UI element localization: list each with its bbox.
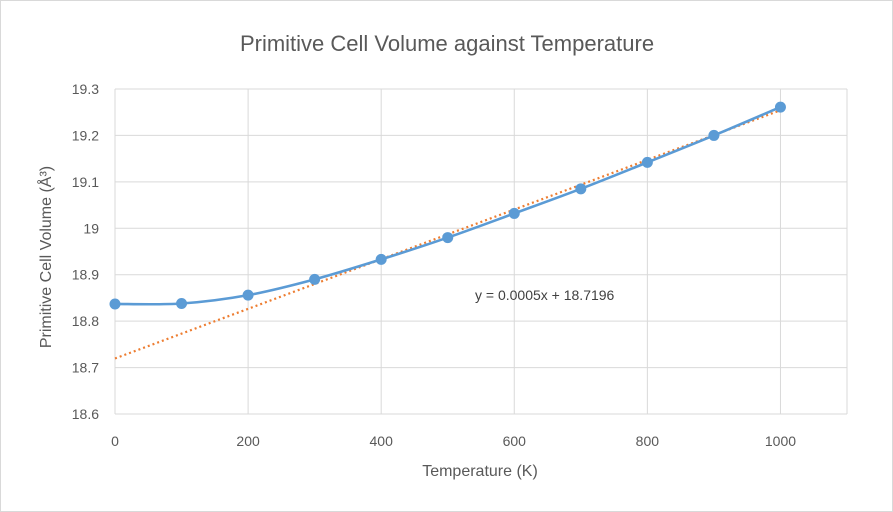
x-tick-label: 800 xyxy=(636,433,660,449)
chart-title: Primitive Cell Volume against Temperatur… xyxy=(240,31,654,56)
data-point[interactable] xyxy=(309,273,321,285)
series-layer xyxy=(109,101,786,310)
data-point[interactable] xyxy=(774,101,786,113)
y-tick-label: 19 xyxy=(83,220,99,236)
data-point[interactable] xyxy=(242,289,254,301)
data-point[interactable] xyxy=(109,298,121,310)
trendline-equation: y = 0.0005x + 18.7196 xyxy=(475,287,615,303)
data-point[interactable] xyxy=(176,298,188,309)
data-point[interactable] xyxy=(508,207,520,219)
x-tick-label: 600 xyxy=(503,433,527,449)
y-tick-label: 18.7 xyxy=(72,360,99,376)
x-tick-label: 0 xyxy=(111,433,119,449)
y-tick-label: 19.3 xyxy=(72,81,99,97)
y-tick-label: 18.6 xyxy=(72,406,99,422)
x-axis-label: Temperature (K) xyxy=(422,463,538,480)
y-tick-label: 19.1 xyxy=(72,174,99,190)
data-point[interactable] xyxy=(442,232,454,244)
y-tick-label: 18.8 xyxy=(72,313,99,329)
x-tick-label: 1000 xyxy=(765,433,796,449)
gridlines xyxy=(114,88,848,415)
data-point[interactable] xyxy=(641,156,653,168)
y-axis-label: Primitive Cell Volume (Å³) xyxy=(36,166,55,348)
data-point[interactable] xyxy=(708,129,720,141)
data-point[interactable] xyxy=(575,183,587,195)
y-tick-label: 18.9 xyxy=(72,267,99,283)
x-tick-label: 400 xyxy=(370,433,394,449)
data-point[interactable] xyxy=(375,253,387,265)
y-tick-labels: 18.6 18.7 18.8 18.9 19 19.1 19.2 19.3 xyxy=(72,81,99,422)
y-tick-label: 19.2 xyxy=(72,127,99,143)
x-tick-labels: 0 200 400 600 800 1000 xyxy=(111,433,796,449)
x-tick-label: 200 xyxy=(236,433,260,449)
